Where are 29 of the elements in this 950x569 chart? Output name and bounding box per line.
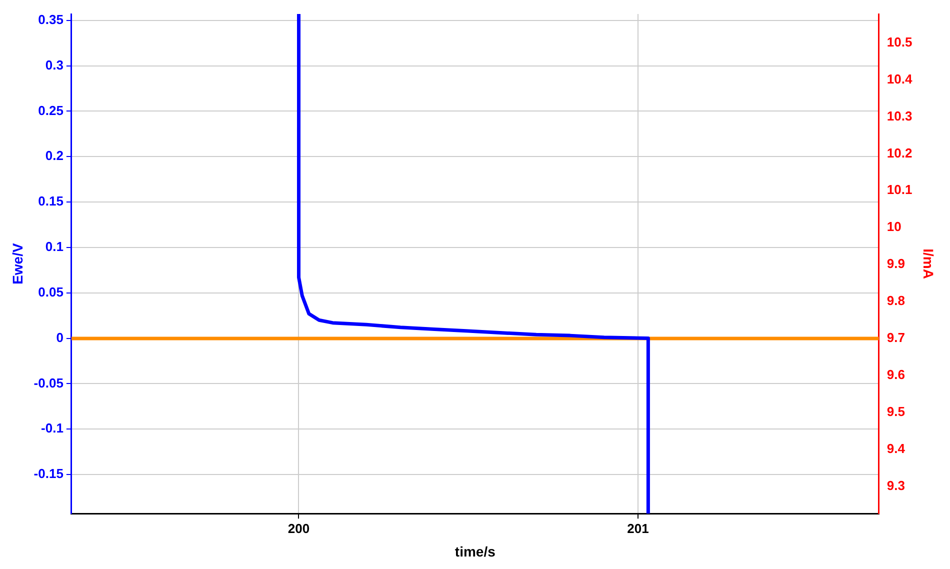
y2-tick-label: 10.3 [886, 108, 912, 124]
y2-tick-label: 10.4 [886, 71, 913, 86]
y2-tick-label: 9.4 [886, 440, 906, 456]
x-tick-label: 200 [288, 520, 310, 536]
y-tick-label: 0.05 [38, 284, 64, 300]
y-tick-label: 0.3 [45, 57, 64, 72]
y2-tick-label: 9.7 [886, 330, 905, 346]
x-tick-label: 201 [627, 520, 649, 536]
y-tick-label: -0.15 [34, 466, 64, 482]
y-tick-label: -0.1 [41, 420, 64, 436]
y-tick-label: 0.15 [38, 194, 64, 209]
y-tick-label: 0 [56, 330, 64, 345]
y-tick-label: 0.25 [38, 102, 64, 118]
y2-tick-label: 9.8 [886, 293, 905, 308]
y2-tick-label: 9.5 [886, 404, 905, 419]
y2-tick-label: 10.1 [886, 182, 912, 198]
y-tick-label: 0.1 [45, 239, 64, 254]
y2-tick-label: 9.6 [886, 366, 905, 382]
y-axis-title: Ewe/V [9, 242, 26, 284]
y2-axis-title: I/mA [920, 248, 937, 279]
y2-tick-label: 9.9 [886, 256, 905, 272]
y-tick-label: 0.2 [45, 148, 64, 164]
y2-tick-label: 10.5 [886, 34, 912, 50]
y2-tick-label: 9.3 [886, 478, 905, 493]
y-tick-label: -0.05 [34, 375, 64, 390]
x-axis-title: time/s [454, 543, 496, 560]
y2-tick-label: 10 [886, 219, 902, 234]
y-tick-label: 0.35 [38, 12, 64, 27]
y2-tick-label: 10.2 [886, 145, 912, 160]
